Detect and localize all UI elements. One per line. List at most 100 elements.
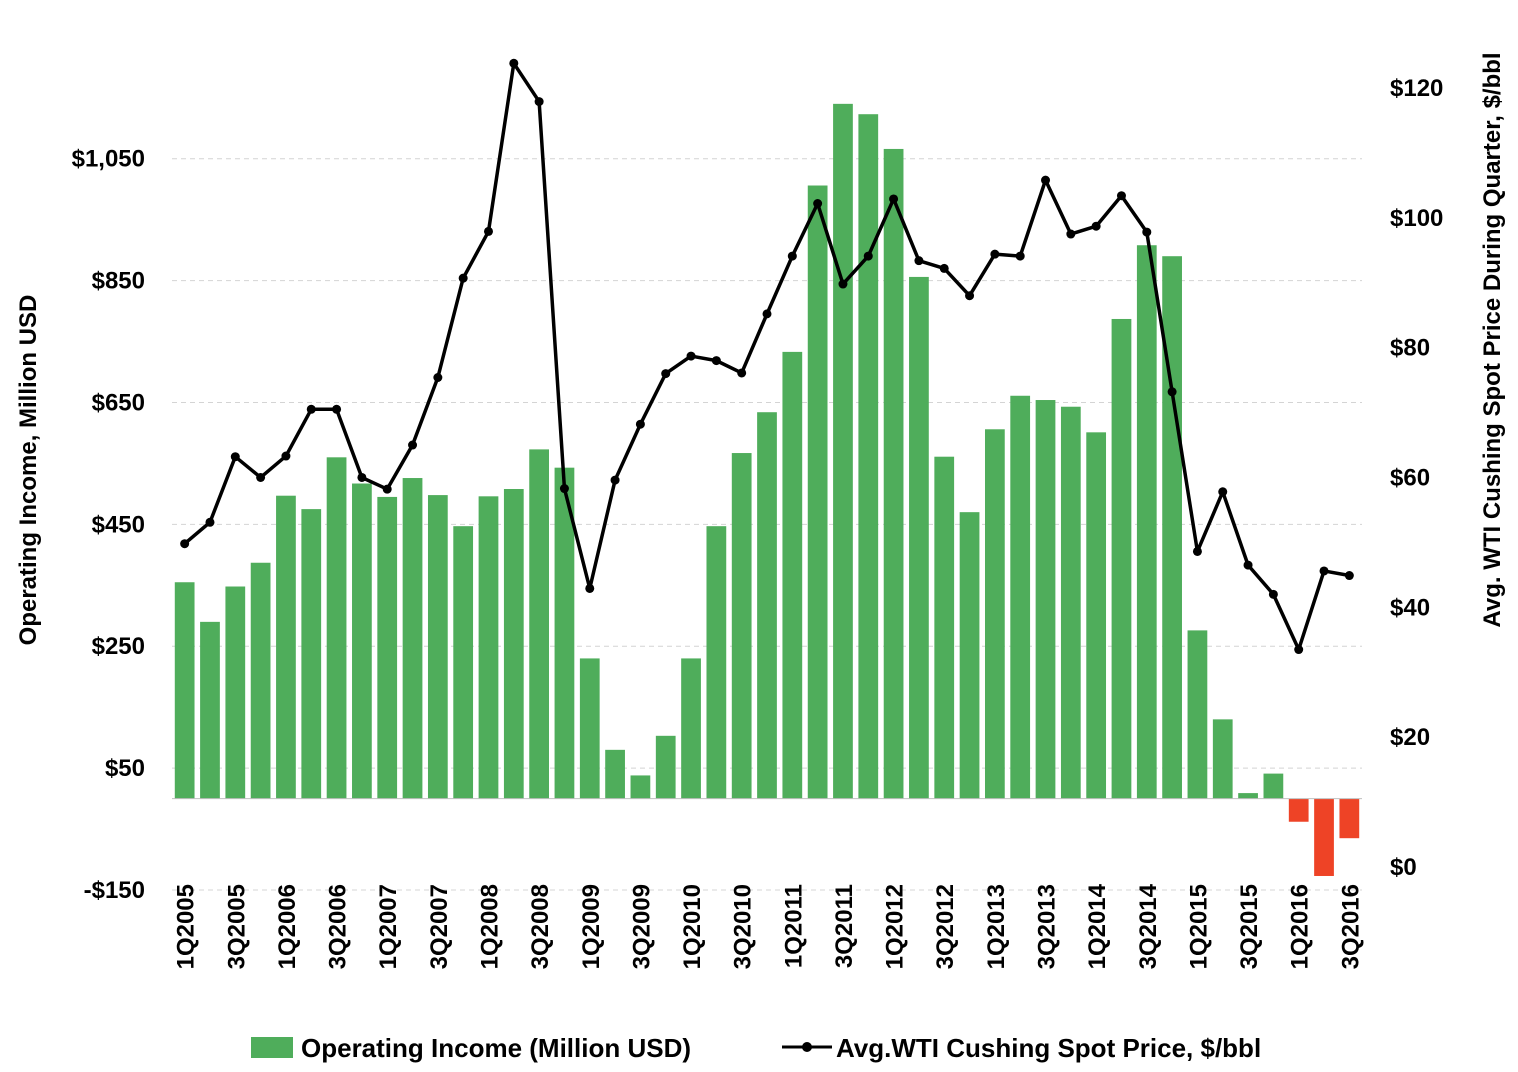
wti-price-point <box>1319 566 1329 576</box>
wti-price-point <box>1167 387 1177 397</box>
x-tick-label: 3Q2009 <box>628 884 655 969</box>
wti-price-point <box>408 440 418 450</box>
bar-operating-income <box>883 148 904 799</box>
bar-operating-income <box>200 621 220 799</box>
bar-operating-income <box>326 457 347 799</box>
wti-price-point <box>357 472 367 482</box>
bar-operating-income <box>630 775 651 799</box>
wti-price-point <box>1041 175 1051 185</box>
wti-price-point <box>332 404 342 414</box>
right-tick-label: $20 <box>1390 724 1430 751</box>
wti-price-point <box>965 291 975 301</box>
wti-price-point <box>1015 251 1025 261</box>
bar-operating-income <box>250 562 271 799</box>
bar-operating-income <box>1238 793 1258 799</box>
bar-operating-income <box>1086 432 1107 799</box>
right-tick-label: $0 <box>1390 854 1417 881</box>
wti-price-point <box>433 372 443 382</box>
bar-operating-income <box>1288 798 1309 822</box>
bar-operating-income <box>1212 719 1233 799</box>
wti-price-point <box>863 251 873 261</box>
wti-price-point <box>711 356 721 366</box>
wti-price-point <box>1243 560 1253 570</box>
x-tick-label: 1Q2010 <box>679 884 706 969</box>
left-tick-label: $450 <box>92 511 145 538</box>
legend-swatch-operating-income <box>251 1037 293 1058</box>
bar-operating-income <box>427 495 448 799</box>
right-tick-label: $40 <box>1390 594 1430 621</box>
bar-operating-income <box>1035 400 1056 799</box>
left-tick-label: $50 <box>105 755 145 782</box>
x-tick-label: 1Q2008 <box>476 884 503 969</box>
x-tick-label: 1Q2005 <box>173 884 200 969</box>
left-tick-label: $650 <box>92 389 145 416</box>
wti-price-point <box>458 273 468 283</box>
bar-operating-income <box>1111 318 1132 799</box>
wti-price-point <box>180 539 190 549</box>
wti-price-point <box>762 309 772 319</box>
wti-price-point <box>534 97 544 107</box>
bar-operating-income <box>1162 256 1182 799</box>
left-tick-label: $250 <box>92 633 145 660</box>
wti-price-point <box>483 226 493 236</box>
x-tick-label: 1Q2006 <box>274 884 301 969</box>
right-axis-ticks: $0 $20 $40 $60 $80 $100 $120 <box>1390 75 1443 881</box>
wti-price-point <box>281 451 291 461</box>
bar-operating-income <box>934 456 955 799</box>
wti-price-point <box>610 475 620 485</box>
wti-price-point <box>838 279 848 289</box>
wti-price-point <box>686 351 696 361</box>
wti-price-point <box>813 199 823 209</box>
bar-operating-income <box>909 276 929 799</box>
x-tick-label: 3Q2007 <box>426 884 453 969</box>
bar-operating-income <box>1339 798 1360 839</box>
wti-price-point <box>1066 229 1076 239</box>
bar-operating-income <box>478 496 499 799</box>
bar-operating-income <box>757 412 777 799</box>
wti-price-point <box>737 368 747 378</box>
x-tick-label: 3Q2011 <box>831 884 858 968</box>
left-axis-title: Operating Income, Million USD <box>15 295 42 646</box>
legend: Operating Income (Million USD) Avg.WTI C… <box>251 1033 1261 1063</box>
bar-operating-income <box>782 351 803 799</box>
left-tick-label: -$150 <box>84 877 145 904</box>
bar-operating-income <box>529 449 550 799</box>
legend-swatch-wti-marker <box>802 1042 812 1052</box>
wti-price-point <box>1091 221 1101 231</box>
bar-operating-income <box>554 467 575 799</box>
bar-operating-income <box>655 735 676 799</box>
bar-operating-income <box>858 114 879 799</box>
bar-operating-income <box>503 489 524 799</box>
bar-operating-income <box>807 185 828 799</box>
bar-operating-income <box>1263 773 1284 799</box>
wti-price-point <box>635 419 645 429</box>
wti-price-point <box>585 583 595 593</box>
bar-operating-income <box>1060 406 1081 799</box>
wti-price-point <box>256 472 266 482</box>
bar-operating-income <box>1187 630 1208 799</box>
bar-operating-income <box>959 512 980 799</box>
wti-price-point <box>559 484 569 494</box>
x-tick-label: 3Q2015 <box>1236 884 1263 969</box>
bar-operating-income <box>833 103 853 799</box>
x-tick-label: 3Q2014 <box>1135 883 1162 969</box>
legend-label-operating-income: Operating Income (Million USD) <box>301 1033 691 1063</box>
bar-operating-income <box>681 658 701 799</box>
bar-operating-income <box>984 429 1005 799</box>
wti-price-point <box>306 404 316 414</box>
wti-price-point <box>382 484 392 494</box>
x-tick-label: 1Q2015 <box>1185 884 1212 969</box>
bar-operating-income <box>731 453 752 799</box>
wti-price-point <box>787 251 797 261</box>
bar-operating-income <box>402 478 423 799</box>
bar-operating-income <box>352 483 372 799</box>
wti-price-point <box>230 452 240 462</box>
x-axis-ticks: 1Q2005 3Q2005 1Q2006 3Q2006 1Q2007 3Q2007 1Q20… <box>173 883 1365 969</box>
right-tick-label: $80 <box>1390 335 1430 362</box>
legend-label-wti-price: Avg.WTI Cushing Spot Price, $/bbl <box>836 1033 1261 1063</box>
bar-operating-income <box>301 509 322 799</box>
x-tick-label: 1Q2011 <box>780 884 807 968</box>
left-tick-label: $1,050 <box>72 146 145 173</box>
wti-price-point <box>661 369 671 379</box>
wti-price-point <box>1344 571 1354 581</box>
